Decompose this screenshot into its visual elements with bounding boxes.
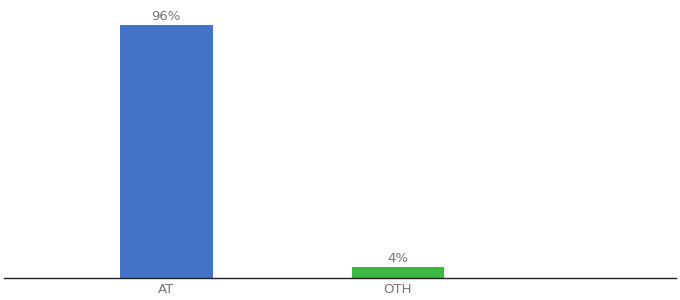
Text: 96%: 96% [152,10,181,23]
Text: 4%: 4% [388,252,409,265]
Bar [120,25,213,278]
Bar [352,267,444,278]
